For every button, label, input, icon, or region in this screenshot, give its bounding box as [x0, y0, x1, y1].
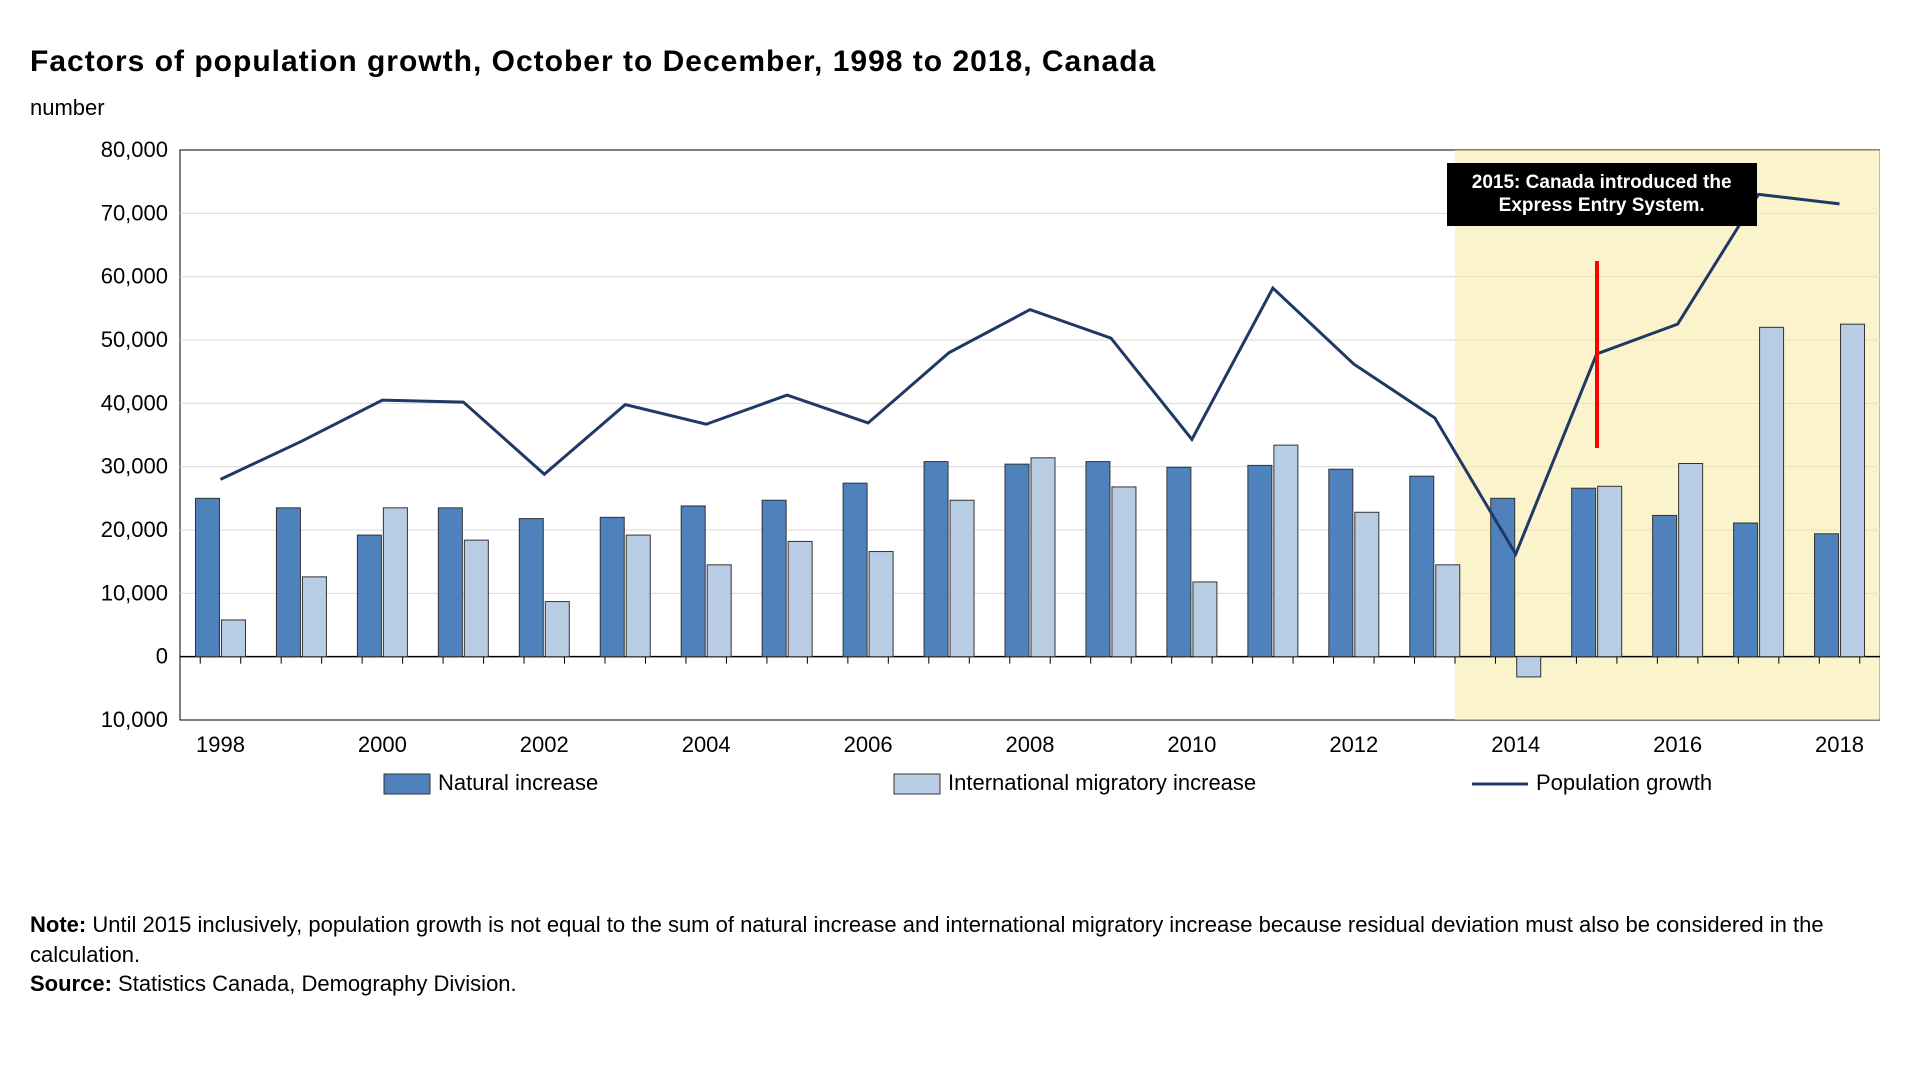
svg-text:2004: 2004 — [682, 732, 731, 757]
bar-migratory-increase — [950, 500, 974, 656]
svg-text:10,000: 10,000 — [101, 580, 168, 605]
svg-text:2002: 2002 — [520, 732, 569, 757]
svg-text:1998: 1998 — [196, 732, 245, 757]
bar-migratory-increase — [1274, 445, 1298, 657]
source-text: Statistics Canada, Demography Division. — [112, 971, 517, 996]
bar-natural-increase — [1005, 464, 1029, 657]
svg-text:20,000: 20,000 — [101, 517, 168, 542]
svg-text:30,000: 30,000 — [101, 454, 168, 479]
svg-text:40,000: 40,000 — [101, 390, 168, 415]
bar-natural-increase — [276, 508, 300, 657]
bar-natural-increase — [195, 498, 219, 656]
svg-text:50,000: 50,000 — [101, 327, 168, 352]
bar-migratory-increase — [1841, 324, 1865, 657]
bar-migratory-increase — [626, 535, 650, 657]
svg-text:0: 0 — [156, 644, 168, 669]
annotation-callout: 2015: Canada introduced the Express Entr… — [1447, 163, 1757, 227]
bar-migratory-increase — [1031, 458, 1055, 657]
bar-natural-increase — [1572, 488, 1596, 656]
chart-title: Factors of population growth, October to… — [30, 45, 1156, 79]
source-label: Source: — [30, 971, 112, 996]
bar-natural-increase — [519, 519, 543, 657]
bar-migratory-increase — [788, 541, 812, 656]
note-label: Note: — [30, 912, 86, 937]
svg-text:80,000: 80,000 — [101, 137, 168, 162]
svg-text:-10,000: -10,000 — [100, 707, 168, 732]
bar-natural-increase — [1329, 469, 1353, 656]
legend-swatch — [384, 774, 430, 794]
legend-label: Population growth — [1536, 770, 1712, 795]
bar-natural-increase — [600, 517, 624, 656]
population-growth-chart: -10,000 0 10,000 20,000 30,000 40,000 50,000 60… — [100, 130, 1880, 810]
bar-natural-increase — [681, 506, 705, 657]
svg-text:2014: 2014 — [1491, 732, 1540, 757]
bar-natural-increase — [438, 508, 462, 657]
bar-natural-increase — [357, 535, 381, 657]
bar-natural-increase — [924, 462, 948, 657]
bar-migratory-increase — [221, 620, 245, 657]
bar-migratory-increase — [545, 602, 569, 657]
bar-natural-increase — [1086, 462, 1110, 657]
bar-natural-increase — [1248, 465, 1272, 656]
svg-text:70,000: 70,000 — [101, 200, 168, 225]
y-axis-title: number — [30, 95, 105, 121]
annotation-marker-line — [1595, 261, 1599, 448]
bar-natural-increase — [762, 500, 786, 656]
bar-natural-increase — [1167, 467, 1191, 656]
bar-migratory-increase — [1355, 512, 1379, 656]
note-text: Until 2015 inclusively, population growt… — [30, 912, 1824, 967]
bar-migratory-increase — [464, 540, 488, 657]
bar-migratory-increase — [707, 565, 731, 657]
bar-natural-increase — [1815, 534, 1839, 657]
svg-text:2008: 2008 — [1006, 732, 1055, 757]
bar-migratory-increase — [302, 577, 326, 657]
svg-text:2010: 2010 — [1167, 732, 1216, 757]
bar-migratory-increase — [1760, 327, 1784, 656]
bar-natural-increase — [1734, 523, 1758, 657]
bar-migratory-increase — [383, 508, 407, 657]
bar-migratory-increase — [1436, 565, 1460, 657]
legend-label: Natural increase — [438, 770, 598, 795]
bar-natural-increase — [1410, 476, 1434, 656]
svg-text:2018: 2018 — [1815, 732, 1864, 757]
svg-text:2016: 2016 — [1653, 732, 1702, 757]
bar-natural-increase — [1491, 498, 1515, 656]
svg-text:2000: 2000 — [358, 732, 407, 757]
bar-migratory-increase — [1112, 487, 1136, 657]
legend-label: International migratory increase — [948, 770, 1256, 795]
bar-migratory-increase — [1679, 464, 1703, 657]
bar-migratory-increase — [1517, 657, 1541, 677]
legend-swatch — [894, 774, 940, 794]
bar-migratory-increase — [1598, 486, 1622, 656]
bar-migratory-increase — [1193, 582, 1217, 657]
bar-migratory-increase — [869, 552, 893, 657]
svg-text:2006: 2006 — [844, 732, 893, 757]
bar-natural-increase — [843, 483, 867, 657]
chart-footnote: Note: Until 2015 inclusively, population… — [30, 910, 1880, 999]
svg-text:60,000: 60,000 — [101, 264, 168, 289]
svg-text:2012: 2012 — [1329, 732, 1378, 757]
bar-natural-increase — [1653, 515, 1677, 656]
